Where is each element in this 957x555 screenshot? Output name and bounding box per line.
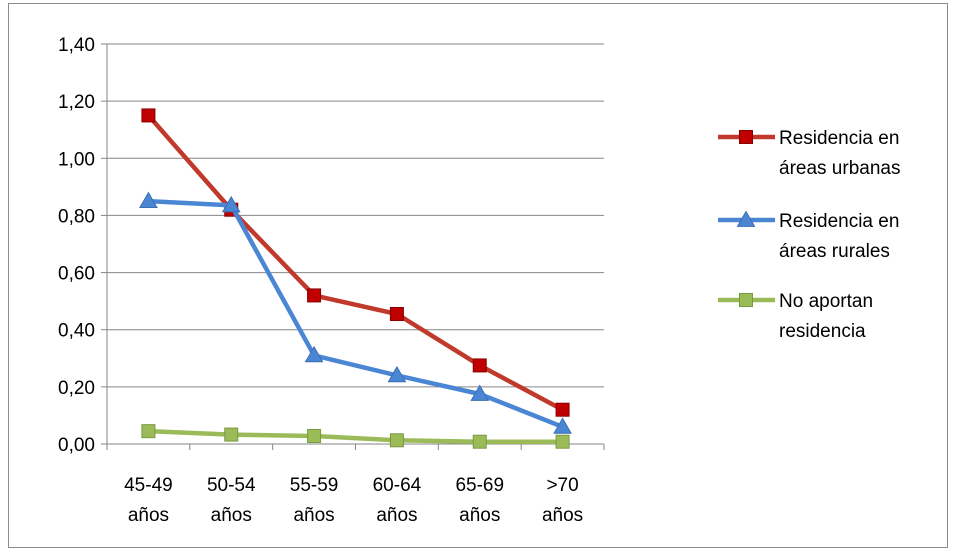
legend-label: No aportan residencia — [779, 291, 873, 342]
x-category-label: 50-54 años — [207, 475, 256, 526]
gridlines — [107, 43, 604, 388]
series-line — [146, 113, 564, 412]
legend-marker — [739, 293, 753, 307]
series-0 — [141, 108, 570, 417]
series-line — [148, 428, 563, 444]
data-point — [307, 429, 322, 443]
x-category-label: 60-64 años — [373, 475, 422, 526]
data-point — [141, 424, 156, 439]
y-tick-label: 1,20 — [58, 92, 95, 113]
legend: Residencia en áreas urbanas Residencia en á… — [718, 128, 900, 342]
x-category-label: >70 años — [542, 475, 583, 526]
y-tick-labels: 0,00 0,20 0,40 0,60 0,80 1,00 1,20 1,40 — [58, 35, 95, 456]
data-point — [389, 433, 404, 448]
legend-label: Residencia en áreas urbanas — [779, 128, 900, 179]
x-category-label: 45-49 años — [124, 475, 173, 526]
y-tick-label: 1,00 — [58, 149, 95, 170]
x-category-label: 55-59 años — [290, 475, 339, 526]
series-line — [148, 198, 564, 429]
legend-marker — [739, 130, 753, 144]
data-point — [472, 434, 487, 449]
chart-frame — [8, 3, 948, 548]
y-tick-label: 0,00 — [58, 435, 95, 456]
axes — [101, 43, 605, 450]
data-point — [139, 191, 158, 209]
legend-item-0: Residencia en áreas urbanas — [718, 128, 900, 179]
series-2 — [141, 424, 570, 449]
legend-item-2: No aportan residencia — [718, 291, 873, 342]
y-tick-label: 0,60 — [58, 264, 95, 285]
data-point — [555, 402, 570, 417]
legend-item-1: Residencia en áreas rurales — [718, 210, 899, 262]
series-group — [139, 108, 572, 449]
x-category-label: 65-69 años — [455, 475, 504, 526]
data-point — [470, 384, 490, 401]
data-point — [224, 427, 239, 442]
y-tick-label: 0,20 — [58, 378, 95, 399]
legend-label: Residencia en áreas rurales — [779, 211, 899, 262]
series-1 — [139, 191, 572, 434]
y-tick-label: 1,40 — [58, 35, 95, 56]
y-tick-label: 0,40 — [58, 321, 95, 342]
data-point — [307, 288, 322, 303]
data-point — [221, 195, 241, 213]
data-point — [387, 365, 407, 383]
data-point — [553, 417, 572, 434]
data-point — [141, 108, 156, 123]
legend-marker — [736, 210, 756, 227]
data-point — [555, 434, 570, 449]
y-tick-label: 0,80 — [58, 206, 95, 227]
data-point — [472, 358, 487, 373]
data-point — [389, 307, 404, 321]
data-point — [304, 345, 324, 363]
x-category-labels: 45-49 años 50-54 años 55-59 años 60-64 años 65-6… — [124, 475, 583, 526]
